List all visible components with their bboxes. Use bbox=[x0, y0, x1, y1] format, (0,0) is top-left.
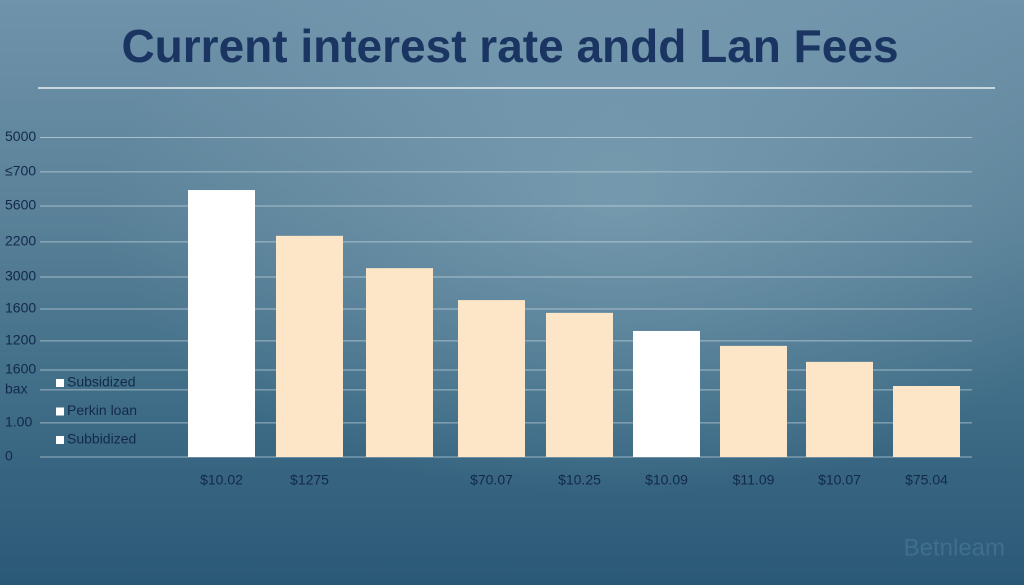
bar bbox=[188, 190, 255, 458]
legend-label: Subsidized bbox=[67, 374, 136, 390]
x-tick-label: $10.25 bbox=[558, 472, 601, 488]
y-tick-label: 1.00 bbox=[5, 414, 32, 430]
y-tick-label: 1600 bbox=[5, 361, 36, 377]
bar bbox=[720, 345, 787, 457]
y-tick-label: 0 bbox=[5, 448, 13, 464]
bar bbox=[546, 312, 613, 457]
bar bbox=[458, 300, 525, 457]
y-tick-label: 5600 bbox=[5, 197, 36, 213]
y-tick-label: 1600 bbox=[5, 300, 36, 316]
x-tick-label: $10.02 bbox=[200, 472, 243, 488]
legend-swatch bbox=[56, 436, 64, 444]
legend-swatch bbox=[56, 407, 64, 416]
legend-label: Perkin loan bbox=[67, 402, 137, 418]
x-tick-label: $1275 bbox=[290, 472, 329, 488]
y-tick-label: 2200 bbox=[5, 233, 36, 249]
x-tick-label: $70.07 bbox=[470, 472, 513, 488]
y-tick-label: 5000 bbox=[5, 128, 36, 144]
bar bbox=[806, 361, 873, 457]
legend-label: Subbidized bbox=[67, 431, 136, 447]
x-tick-label: $10.07 bbox=[818, 472, 861, 488]
x-tick-label: $10.09 bbox=[645, 472, 688, 488]
y-tick-label: ≤700 bbox=[5, 163, 36, 179]
bar bbox=[893, 386, 960, 457]
bar bbox=[366, 268, 433, 457]
watermark: Betnleam bbox=[904, 534, 1005, 561]
y-tick-label: 3000 bbox=[5, 268, 36, 284]
chart-title: Current interest rate andd Lan Fees bbox=[121, 20, 898, 72]
bar bbox=[633, 330, 700, 457]
x-tick-label: $75.04 bbox=[905, 472, 948, 488]
legend-swatch bbox=[56, 379, 64, 387]
y-tick-label: 1200 bbox=[5, 332, 36, 348]
y-tick-label: bax bbox=[5, 381, 28, 397]
x-tick-label: $11.09 bbox=[733, 472, 775, 488]
bar bbox=[276, 235, 343, 457]
